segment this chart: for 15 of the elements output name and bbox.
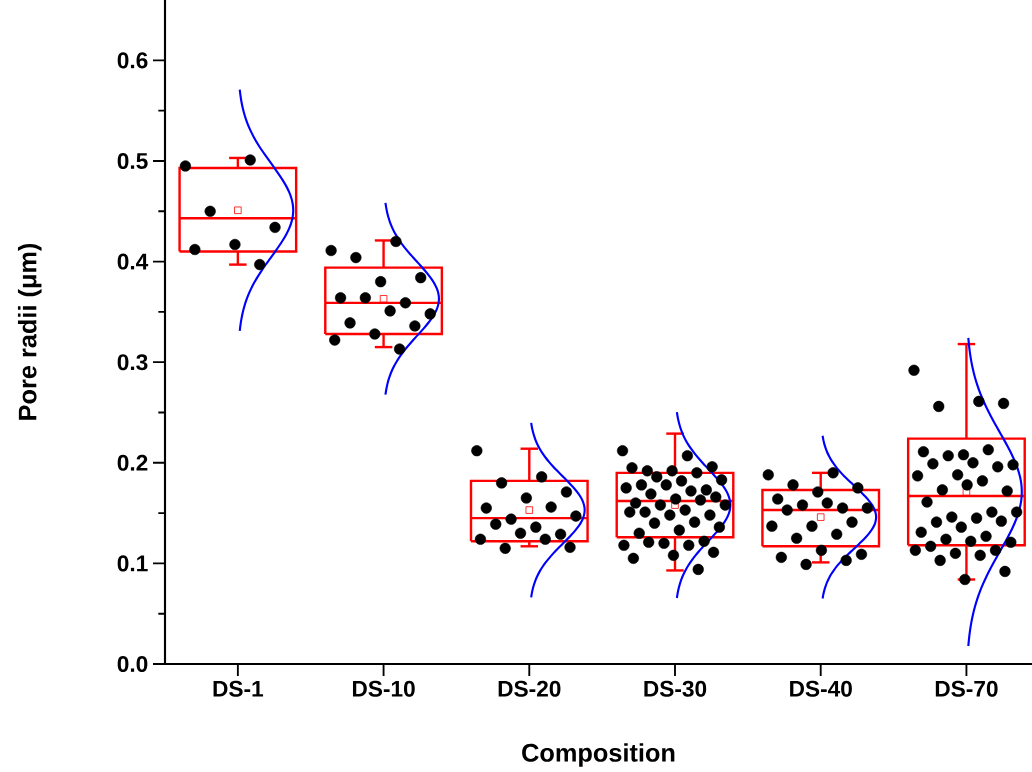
x-axis-title: Composition bbox=[522, 743, 675, 767]
y-tick-label: 0.0 bbox=[117, 655, 148, 673]
x-tick-label: DS-1 bbox=[213, 680, 264, 697]
y-tick-label: 0.2 bbox=[117, 454, 148, 471]
y-axis-title: Pore radii (μm) bbox=[17, 243, 42, 420]
y-tick-label: 0.5 bbox=[117, 152, 148, 170]
y-tick-label: 0.4 bbox=[117, 253, 149, 270]
x-tick-label: DS-30 bbox=[644, 680, 707, 697]
x-tick-label: DS-10 bbox=[352, 680, 415, 697]
x-tick-label: DS-40 bbox=[790, 680, 852, 697]
y-tick-label: 0.6 bbox=[117, 52, 148, 69]
x-tick-label: DS-20 bbox=[498, 680, 561, 697]
x-tick-label: DS-70 bbox=[935, 680, 998, 697]
y-tick-label: 0.3 bbox=[117, 354, 148, 371]
y-tick-label: 0.1 bbox=[117, 555, 148, 572]
